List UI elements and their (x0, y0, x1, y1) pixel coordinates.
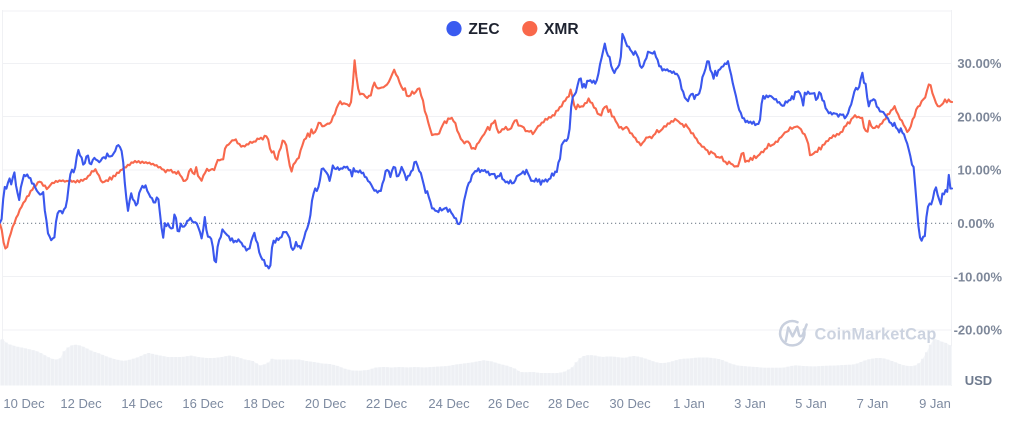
svg-text:30 Dec: 30 Dec (609, 396, 651, 411)
svg-text:CoinMarketCap: CoinMarketCap (815, 325, 937, 343)
svg-text:5 Jan: 5 Jan (795, 396, 827, 411)
svg-text:16 Dec: 16 Dec (182, 396, 224, 411)
svg-text:20 Dec: 20 Dec (305, 396, 347, 411)
svg-text:22 Dec: 22 Dec (366, 396, 408, 411)
svg-text:30.00%: 30.00% (957, 56, 1002, 71)
svg-text:18 Dec: 18 Dec (243, 396, 285, 411)
svg-text:26 Dec: 26 Dec (488, 396, 530, 411)
svg-text:10 Dec: 10 Dec (3, 396, 45, 411)
svg-text:7 Jan: 7 Jan (857, 396, 889, 411)
svg-text:XMR: XMR (544, 21, 579, 38)
svg-text:20.00%: 20.00% (957, 109, 1002, 124)
svg-text:-20.00%: -20.00% (954, 323, 1003, 338)
svg-text:-10.00%: -10.00% (954, 269, 1003, 284)
svg-text:28 Dec: 28 Dec (548, 396, 590, 411)
svg-text:24 Dec: 24 Dec (428, 396, 470, 411)
svg-text:10.00%: 10.00% (957, 163, 1002, 178)
svg-text:USD: USD (965, 373, 992, 388)
svg-text:1 Jan: 1 Jan (673, 396, 705, 411)
svg-text:ZEC: ZEC (468, 21, 499, 38)
svg-text:0.00%: 0.00% (957, 216, 994, 231)
svg-text:3 Jan: 3 Jan (734, 396, 766, 411)
svg-text:9 Jan: 9 Jan (919, 396, 951, 411)
svg-text:14 Dec: 14 Dec (121, 396, 163, 411)
svg-text:12 Dec: 12 Dec (60, 396, 102, 411)
